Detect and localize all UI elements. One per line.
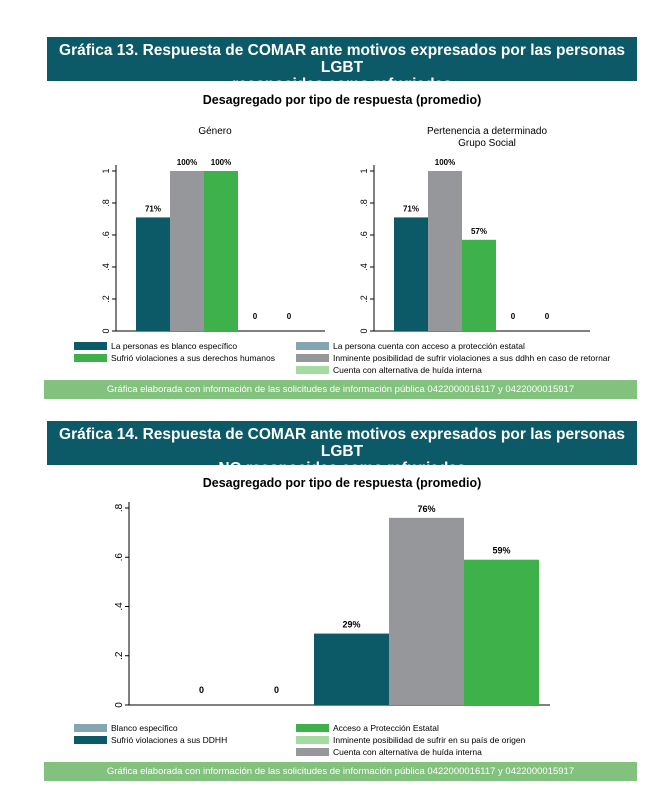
data-label: 100% [211,158,231,167]
data-label: 71% [145,204,161,213]
chart13-title-line2: reconocidas como refugiadas [232,76,452,93]
legend-label: Cuenta con alternativa de huída interna [333,365,482,375]
y-tick-label: .6 [359,231,369,239]
panel-title: Género [198,126,232,137]
legend-swatch [296,724,329,732]
bar [136,217,170,331]
bar [204,171,238,331]
data-label: 100% [177,158,197,167]
legend-swatch [296,354,329,362]
y-tick-label: .6 [101,231,111,239]
legend-label: Acceso a Protección Estatal [333,723,439,733]
data-label: 59% [492,546,510,556]
legend-label: Inminente posibilidad de sufrir violacio… [333,353,611,363]
chart13-title-banner: Gráfica 13. Respuesta de COMAR ante moti… [47,37,637,93]
legend-item: Inminente posibilidad de sufrir violacio… [296,354,610,365]
data-label: 29% [342,620,360,630]
legend-label: Sufrió violaciones a sus DDHH [111,735,228,745]
y-tick-label: .2 [101,295,111,303]
bar [170,171,204,331]
legend-item: La persona cuenta con acceso a protecció… [296,342,525,353]
legend-swatch [296,342,329,350]
panel-title: Pertenencia a determinado [427,126,548,137]
bar [428,171,462,331]
bar [464,559,539,705]
y-tick-label: 1 [359,168,369,173]
legend-swatch [74,342,107,350]
y-tick-label: 0 [101,328,111,333]
y-tick-label: .8 [359,199,369,207]
legend-label: Sufrió violaciones a sus derechos humano… [111,353,275,363]
chart14-title-line1: Gráfica 14. Respuesta de COMAR ante moti… [59,426,625,460]
legend-item: Sufrió violaciones a sus DDHH [74,736,227,747]
y-tick-label: .8 [114,503,125,512]
legend-item: Inminente posibilidad de sufrir en su pa… [296,736,525,747]
bar [314,633,389,705]
legend-item: Cuenta con alternativa de huída interna [296,748,482,759]
legend-swatch [296,366,329,374]
legend-label: Cuenta con alternativa de huída interna [333,747,482,757]
chart14-title-line2: NO reconocidas como refugiadas [218,460,466,477]
data-label: 57% [471,227,487,236]
data-label: 100% [435,158,455,167]
legend-label: La personas es blanco específico [111,341,238,351]
legend-label: Blanco específico [111,723,178,733]
y-tick-label: 0 [359,328,369,333]
chart13-source-note: Gráfica elaborada con información de las… [44,380,637,399]
data-label: 0 [199,685,204,695]
chart14-subtitle: Desagregado por tipo de respuesta (prome… [202,476,482,490]
legend-swatch [74,724,107,732]
legend-swatch [296,736,329,744]
y-tick-label: .4 [101,263,111,271]
chart14-panel: 0 .2 .4 .6 .8 0 0 29% 76% 59% [114,502,550,708]
legend-label: La persona cuenta con acceso a protecció… [333,341,525,351]
chart13-subtitle: Desagregado por tipo de respuesta (prome… [202,93,482,107]
y-tick-label: .6 [114,553,125,562]
legend-swatch [74,736,107,744]
legend-swatch [74,354,107,362]
y-tick-label: .8 [101,199,111,207]
legend-item: Cuenta con alternativa de huída interna [296,366,482,377]
legend-item: Blanco específico [74,724,178,735]
data-label: 0 [511,312,516,321]
data-label: 0 [274,685,279,695]
legend-item: Sufrió violaciones a sus derechos humano… [74,354,275,365]
y-tick-label: .4 [359,263,369,271]
y-tick-label: .2 [359,295,369,303]
chart13-grupo-social-panel: 0 .2 .4 .6 .8 1 71% 100% 57% 0 0 Pertenencia a dete… [359,126,590,334]
legend-item: Acceso a Protección Estatal [296,724,439,735]
y-tick-label: .4 [114,602,125,611]
y-tick-label: .2 [114,651,125,660]
chart13-genero-panel: 0 .2 .4 .6 .8 1 71% 100% 100% 0 0 Género [101,126,325,334]
chart13-title-line1: Gráfica 13. Respuesta de COMAR ante moti… [59,42,625,76]
bar [462,239,496,331]
legend-item: La personas es blanco específico [74,342,237,353]
chart14-source-note: Gráfica elaborada con información de las… [44,762,637,781]
data-label: 71% [403,204,419,213]
y-tick-label: 0 [114,702,125,708]
y-tick-label: 1 [101,168,111,173]
data-label: 76% [417,504,435,514]
legend-label: Inminente posibilidad de sufrir en su pa… [333,735,526,745]
bar [389,517,464,705]
data-label: 0 [287,312,292,321]
data-label: 0 [545,312,550,321]
data-label: 0 [253,312,258,321]
panel-subtitle: Grupo Social [458,138,516,149]
chart14-title-banner: Gráfica 14. Respuesta de COMAR ante moti… [47,421,637,477]
bar [394,217,428,331]
legend-swatch [296,748,329,756]
